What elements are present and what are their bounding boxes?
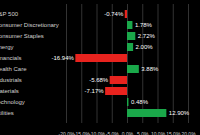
svg-text:Consumer Discretionary: Consumer Discretionary	[0, 22, 59, 28]
svg-text:Consumer Staples: Consumer Staples	[0, 33, 44, 39]
svg-text:Materials: Materials	[0, 88, 19, 94]
svg-text:-20.0%: -20.0%	[59, 131, 75, 135]
svg-text:Technology: Technology	[0, 99, 25, 105]
svg-text:-15.0%: -15.0%	[74, 131, 90, 135]
svg-text:-16.94%: -16.94%	[51, 55, 74, 61]
svg-text:15.0%: 15.0%	[166, 131, 181, 135]
svg-text:5.0%: 5.0%	[137, 131, 149, 135]
svg-text:Health Care: Health Care	[0, 66, 27, 72]
svg-text:-0.74%: -0.74%	[104, 11, 124, 17]
svg-text:Industrials: Industrials	[0, 77, 22, 83]
svg-text:Financials: Financials	[0, 55, 22, 61]
svg-text:Utilities: Utilities	[0, 110, 14, 116]
svg-text:-5.0%: -5.0%	[106, 131, 120, 135]
svg-text:0.48%: 0.48%	[131, 99, 149, 105]
svg-text:12.90%: 12.90%	[169, 110, 190, 116]
svg-text:10.0%: 10.0%	[151, 131, 166, 135]
svg-text:3.88%: 3.88%	[141, 66, 159, 72]
svg-text:2.72%: 2.72%	[138, 33, 156, 39]
svg-text:Energy: Energy	[0, 44, 14, 50]
svg-text:S&P 500: S&P 500	[0, 11, 19, 17]
svg-text:-10.0%: -10.0%	[89, 131, 105, 135]
svg-text:0.0%: 0.0%	[122, 131, 134, 135]
svg-text:-7.17%: -7.17%	[85, 88, 105, 94]
svg-text:-5.68%: -5.68%	[89, 77, 109, 83]
svg-text:20.0%: 20.0%	[181, 131, 196, 135]
svg-text:2.00%: 2.00%	[136, 44, 154, 50]
svg-text:1.78%: 1.78%	[135, 22, 153, 28]
